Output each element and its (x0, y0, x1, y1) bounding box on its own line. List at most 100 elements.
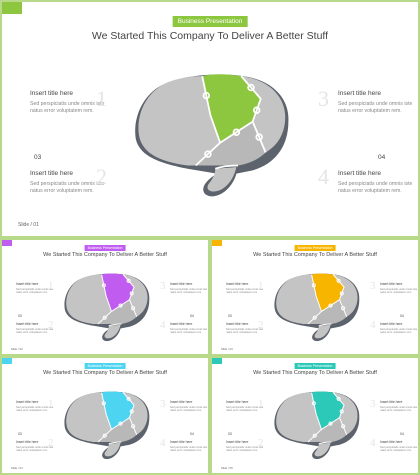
slide-title: We Started This Company To Deliver A Bet… (91, 30, 329, 42)
presentation-tag: Business Presentation (84, 245, 126, 251)
info-block-2: Insert title here Sed perspiciatis unde … (170, 400, 208, 413)
info-title: Insert title here (380, 440, 403, 444)
info-text: Sed perspiciatis unde omnis iste natus e… (170, 288, 208, 295)
info-block-3: Insert title here Sed perspiciatis unde … (30, 170, 110, 195)
info-block-3: Insert title here Sed perspiciatis unde … (16, 322, 56, 335)
ghost-number: 4 (318, 164, 329, 189)
section-number: 03 (228, 432, 232, 436)
info-title: Insert title here (16, 400, 39, 404)
slide-thumbnail-yellow[interactable]: Business Presentation We Started This Co… (210, 238, 420, 356)
info-block-1: Insert title here Sed perspiciatis unde … (16, 400, 56, 413)
ghost-number: 1 (258, 398, 264, 410)
ghost-number: 1 (48, 280, 54, 292)
info-block-2: Insert title here Sed perspiciatis unde … (338, 90, 418, 115)
info-block-2: Insert title here Sed perspiciatis unde … (170, 282, 208, 295)
brain-lobe-lower (98, 417, 137, 442)
slide-number: Slide / 01 (18, 222, 39, 228)
accent-corner (212, 240, 222, 246)
slide-title: We Started This Company To Deliver A Bet… (253, 370, 377, 376)
info-text: Sed perspiciatis unde omnis iste natus e… (170, 406, 208, 413)
slide-thumbnail-blue[interactable]: Business Presentation We Started This Co… (0, 356, 210, 475)
info-block-2: Insert title here Sed perspiciatis unde … (380, 282, 418, 295)
info-title: Insert title here (170, 400, 193, 404)
info-block-1: Insert title here Sed perspiciatis unde … (226, 400, 266, 413)
info-title: Insert title here (170, 322, 193, 326)
info-text: Sed perspiciatis unde omnis iste natus e… (226, 446, 264, 453)
info-text: Sed perspiciatis unde omnis iste natus e… (30, 101, 105, 114)
accent-corner (2, 358, 12, 364)
ghost-number: 3 (318, 86, 329, 111)
ghost-number: 1 (48, 398, 54, 410)
ghost-number: 2 (258, 319, 264, 331)
info-text: Sed perspiciatis unde omnis iste natus e… (170, 328, 208, 335)
info-title: Insert title here (226, 282, 249, 286)
slide-number: Slide / 02 (11, 347, 23, 351)
section-number: 03 (34, 154, 42, 161)
info-title: Insert title here (338, 170, 381, 177)
slide-main[interactable]: Business Presentation We Started This Co… (0, 0, 420, 238)
slide-number: Slide / 05 (221, 466, 233, 470)
brain-stem (207, 167, 237, 192)
brain-lobe-right (123, 274, 148, 317)
info-text: Sed perspiciatis unde omnis iste natus e… (226, 328, 264, 335)
brain-stem (314, 442, 331, 457)
brain-lobe-right (333, 274, 358, 317)
brain-puzzle-icon (64, 391, 150, 460)
brain-lobe-left (66, 392, 112, 442)
info-title: Insert title here (226, 440, 249, 444)
brain-puzzle-icon (274, 273, 360, 342)
brain-puzzle-icon (64, 273, 150, 342)
presentation-tag: Business Presentation (172, 16, 248, 27)
presentation-tag: Business Presentation (294, 363, 336, 369)
ghost-number: 3 (160, 398, 166, 410)
info-text: Sed perspiciatis unde omnis iste natus e… (16, 328, 54, 335)
info-text: Sed perspiciatis unde omnis iste natus e… (338, 101, 413, 114)
ghost-number: 4 (370, 437, 376, 449)
brain-lobe-lower (308, 417, 347, 442)
info-text: Sed perspiciatis unde omnis iste natus e… (226, 288, 264, 295)
info-title: Insert title here (380, 322, 403, 326)
info-text: Sed perspiciatis unde omnis iste natus e… (380, 328, 418, 335)
info-text: Sed perspiciatis unde omnis iste natus e… (16, 288, 54, 295)
info-block-2: Insert title here Sed perspiciatis unde … (380, 400, 418, 413)
brain-lobe-left (276, 274, 322, 324)
info-title: Insert title here (338, 90, 381, 97)
slide-thumbnail-teal[interactable]: Business Presentation We Started This Co… (210, 356, 420, 475)
info-block-4: Insert title here Sed perspiciatis unde … (380, 440, 418, 453)
info-text: Sed perspiciatis unde omnis iste natus e… (30, 181, 105, 194)
info-block-4: Insert title here Sed perspiciatis unde … (170, 440, 208, 453)
info-block-1: Insert title here Sed perspiciatis unde … (226, 282, 266, 295)
info-title: Insert title here (16, 440, 39, 444)
brain-stem (104, 324, 121, 339)
info-text: Sed perspiciatis unde omnis iste natus e… (380, 288, 418, 295)
info-text: Sed perspiciatis unde omnis iste natus e… (16, 446, 54, 453)
slide-thumbnail-purple[interactable]: Business Presentation We Started This Co… (0, 238, 210, 356)
info-text: Sed perspiciatis unde omnis iste natus e… (226, 406, 264, 413)
brain-lobe-right (123, 392, 148, 435)
brain-lobe-left (66, 274, 112, 324)
brain-lobe-right (333, 392, 358, 435)
ghost-number: 4 (160, 437, 166, 449)
info-title: Insert title here (170, 282, 193, 286)
info-text: Sed perspiciatis unde omnis iste natus e… (170, 446, 208, 453)
info-block-1: Insert title here Sed perspiciatis unde … (16, 282, 56, 295)
slide-title: We Started This Company To Deliver A Bet… (43, 252, 167, 258)
info-text: Sed perspiciatis unde omnis iste natus e… (338, 181, 413, 194)
slide-number: Slide / 04 (11, 466, 23, 470)
info-title: Insert title here (226, 322, 249, 326)
info-text: Sed perspiciatis unde omnis iste natus e… (380, 406, 418, 413)
section-number: 04 (400, 314, 404, 318)
info-title: Insert title here (16, 282, 39, 286)
ghost-number: 2 (48, 437, 54, 449)
brain-lobe-lower (308, 299, 347, 324)
info-title: Insert title here (170, 440, 193, 444)
info-title: Insert title here (380, 400, 403, 404)
brain-lobe-left (138, 76, 221, 166)
info-block-4: Insert title here Sed perspiciatis unde … (380, 322, 418, 335)
brain-lobe-right (241, 76, 286, 153)
slide-title: We Started This Company To Deliver A Bet… (43, 370, 167, 376)
brain-puzzle-icon (135, 74, 289, 197)
info-title: Insert title here (30, 90, 73, 97)
slide-title: We Started This Company To Deliver A Bet… (253, 252, 377, 258)
section-number: 03 (18, 314, 22, 318)
